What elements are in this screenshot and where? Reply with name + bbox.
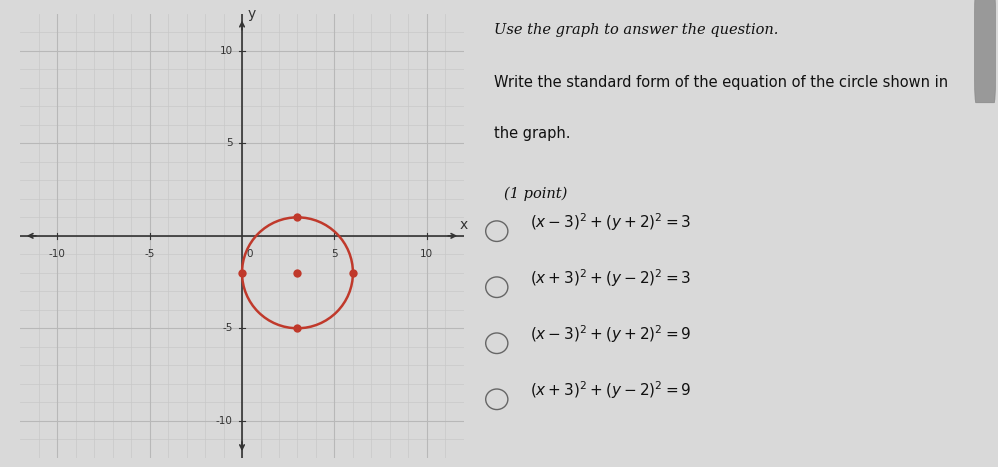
- Text: 5: 5: [227, 138, 233, 149]
- Text: x: x: [460, 218, 468, 232]
- Text: the graph.: the graph.: [494, 126, 571, 141]
- Text: $(x+3)^2+(y-2)^2=3$: $(x+3)^2+(y-2)^2=3$: [530, 267, 691, 289]
- Text: Write the standard form of the equation of the circle shown in: Write the standard form of the equation …: [494, 75, 948, 90]
- FancyBboxPatch shape: [975, 0, 995, 103]
- Text: $(x-3)^2+(y+2)^2=3$: $(x-3)^2+(y+2)^2=3$: [530, 211, 691, 233]
- Text: 0: 0: [247, 249, 252, 259]
- Text: Use the graph to answer the question.: Use the graph to answer the question.: [494, 23, 778, 37]
- Text: -10: -10: [216, 416, 233, 426]
- Text: 10: 10: [420, 249, 433, 259]
- Text: y: y: [248, 7, 255, 21]
- Text: 10: 10: [220, 46, 233, 56]
- Text: (1 point): (1 point): [504, 187, 568, 201]
- Text: -10: -10: [49, 249, 66, 259]
- Text: -5: -5: [145, 249, 155, 259]
- Text: $(x-3)^2+(y+2)^2=9$: $(x-3)^2+(y+2)^2=9$: [530, 323, 691, 345]
- Text: -5: -5: [223, 323, 233, 333]
- Text: 5: 5: [331, 249, 337, 259]
- Text: $(x+3)^2+(y-2)^2=9$: $(x+3)^2+(y-2)^2=9$: [530, 379, 691, 401]
